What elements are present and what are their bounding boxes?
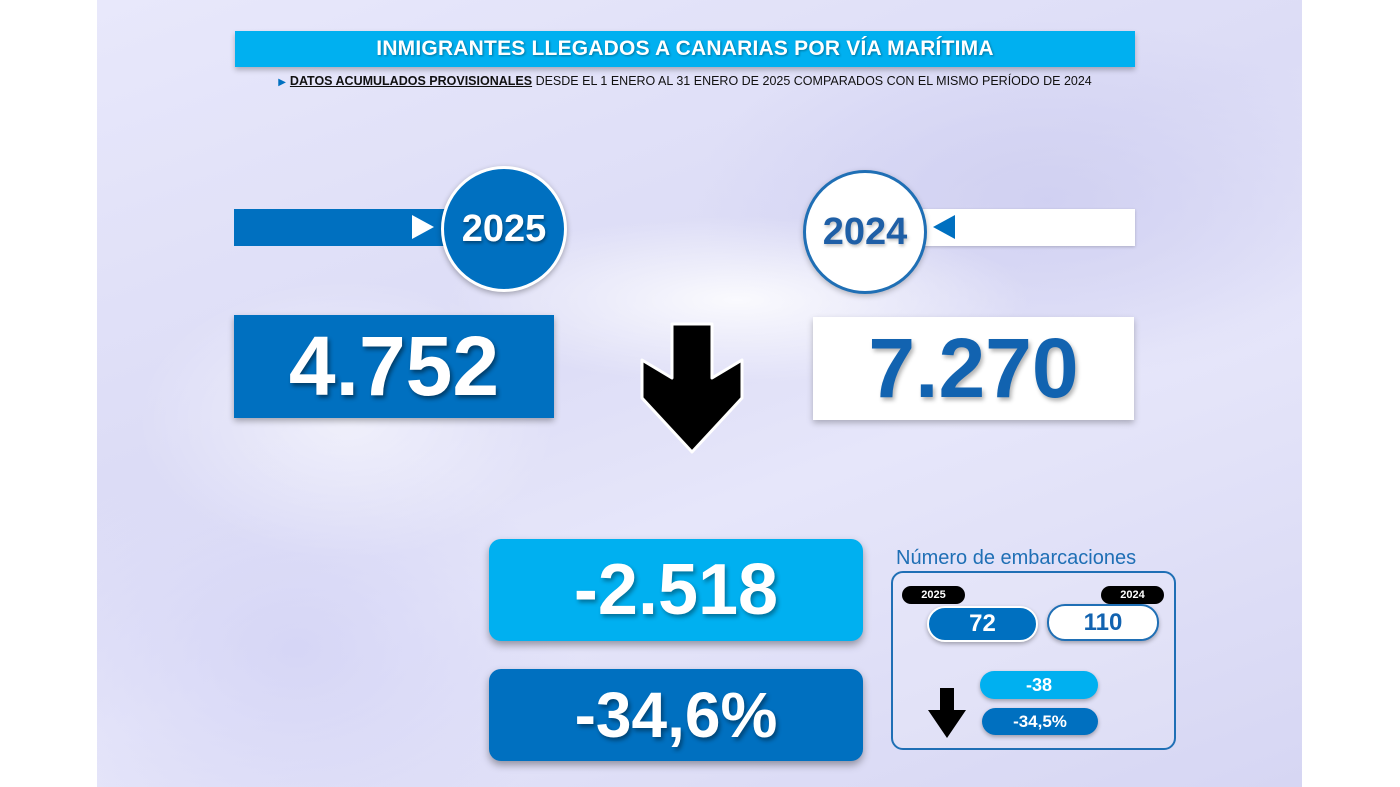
boats-2024-value: 110 <box>1047 604 1159 641</box>
pointer-right-icon <box>412 215 434 239</box>
boats-2025-value: 72 <box>927 606 1038 642</box>
boats-year-2024-tag: 2024 <box>1101 586 1164 604</box>
year-2024-circle: 2024 <box>803 170 927 294</box>
boats-down-arrow-icon <box>928 688 966 738</box>
boats-difference: -38 <box>980 671 1098 699</box>
arrivals-2024-value: 7.270 <box>813 317 1134 420</box>
bullet-triangle-icon: ▶ <box>278 77 286 88</box>
subtitle: ▶ DATOS ACUMULADOS PROVISIONALES DESDE EL… <box>235 74 1135 88</box>
arrivals-2025-value: 4.752 <box>234 315 554 418</box>
boats-percent-change: -34,5% <box>982 708 1098 735</box>
arrivals-percent-change: -34,6% <box>489 669 863 761</box>
subtitle-bold: DATOS ACUMULADOS PROVISIONALES <box>289 74 533 88</box>
arrivals-difference: -2.518 <box>489 539 863 641</box>
pointer-left-icon <box>933 215 955 239</box>
year-2024-bar <box>905 209 1135 246</box>
boats-year-2025-tag: 2025 <box>902 586 965 604</box>
year-2025-bar <box>234 209 464 246</box>
year-2025-circle: 2025 <box>441 166 567 292</box>
down-arrow-icon <box>640 322 744 454</box>
boats-label: Número de embarcaciones <box>896 547 1137 569</box>
subtitle-text: DESDE EL 1 ENERO AL 31 ENERO DE 2025 COM… <box>535 74 1092 88</box>
page-title: INMIGRANTES LLEGADOS A CANARIAS POR VÍA … <box>235 31 1135 67</box>
